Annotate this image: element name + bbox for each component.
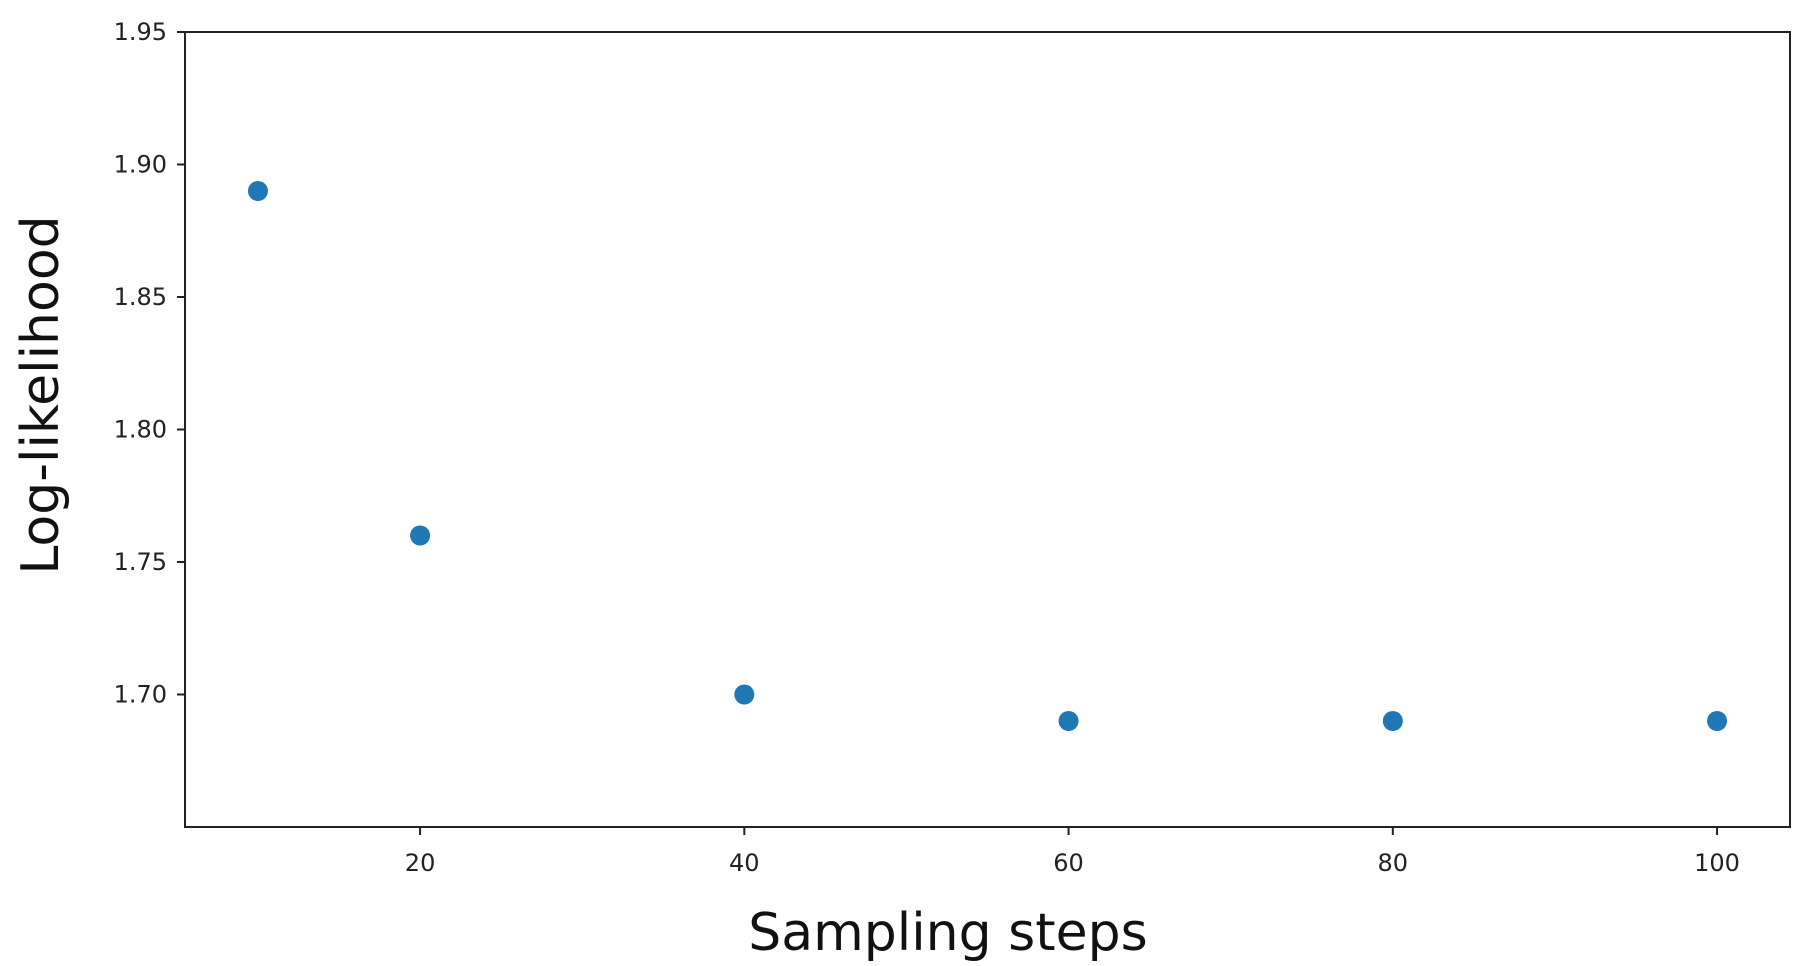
data-point <box>1707 711 1728 731</box>
data-point <box>1058 711 1079 731</box>
data-point <box>1382 711 1403 731</box>
y-tick-label: 1.90 <box>114 151 167 179</box>
x-tick-label: 40 <box>729 849 760 877</box>
x-axis-title: Sampling steps <box>748 903 1148 963</box>
y-tick-label: 1.70 <box>114 681 167 709</box>
x-tick-label: 60 <box>1053 849 1084 877</box>
data-points <box>247 181 1728 731</box>
y-tick-label: 1.95 <box>114 18 167 46</box>
x-tick-label: 80 <box>1378 849 1409 877</box>
data-point <box>247 181 268 201</box>
y-tick-label: 1.85 <box>114 283 167 311</box>
x-tick-label: 100 <box>1694 849 1740 877</box>
x-tick-label: 20 <box>405 849 436 877</box>
y-axis-ticks: 1.70 1.75 1.80 1.85 1.90 1.95 <box>114 18 185 709</box>
y-tick-label: 1.75 <box>114 548 167 576</box>
data-point <box>410 525 431 546</box>
y-axis-title: Log-likelihood <box>11 215 71 574</box>
y-tick-label: 1.80 <box>114 416 167 444</box>
data-point <box>734 684 755 705</box>
plot-area-frame <box>184 31 1791 828</box>
x-axis-ticks: 20 40 60 80 100 <box>405 827 1740 877</box>
